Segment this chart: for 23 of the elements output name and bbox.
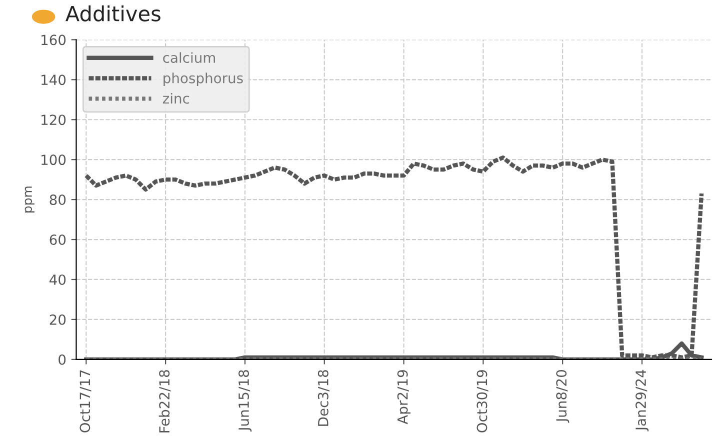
- y-tick-label: 20: [50, 314, 66, 325]
- legend-label: zinc: [162, 92, 190, 104]
- legend-label: phosphorus: [164, 72, 243, 86]
- x-tick-label: Jun15/18: [238, 370, 252, 432]
- y-tick-label: 80: [50, 194, 66, 206]
- y-tick-label: 40: [50, 274, 66, 285]
- x-tick-label: Oct30/19: [476, 370, 488, 432]
- x-tick-label: Oct17/17: [80, 370, 92, 432]
- y-tick-label: 100: [42, 154, 66, 166]
- chart-title: Additives: [66, 5, 160, 22]
- y-tick-label: 140: [42, 74, 66, 86]
- x-tick-label: Jan29/24: [636, 370, 649, 432]
- x-tick-label: Feb22/18: [158, 370, 171, 432]
- y-tick-label: 160: [42, 34, 66, 46]
- x-tick-label: Dec3/18: [318, 370, 330, 426]
- y-tick-label: 0: [58, 354, 66, 365]
- legend-label: calcium: [163, 52, 215, 63]
- y-tick-label: 60: [50, 234, 66, 245]
- x-tick-label: Jun8/20: [556, 370, 570, 423]
- x-tick-label: Apr2/19: [397, 370, 410, 424]
- line-series: [84, 156, 704, 360]
- y-axis-title: ppm: [24, 186, 34, 212]
- y-tick-label: 120: [42, 114, 66, 126]
